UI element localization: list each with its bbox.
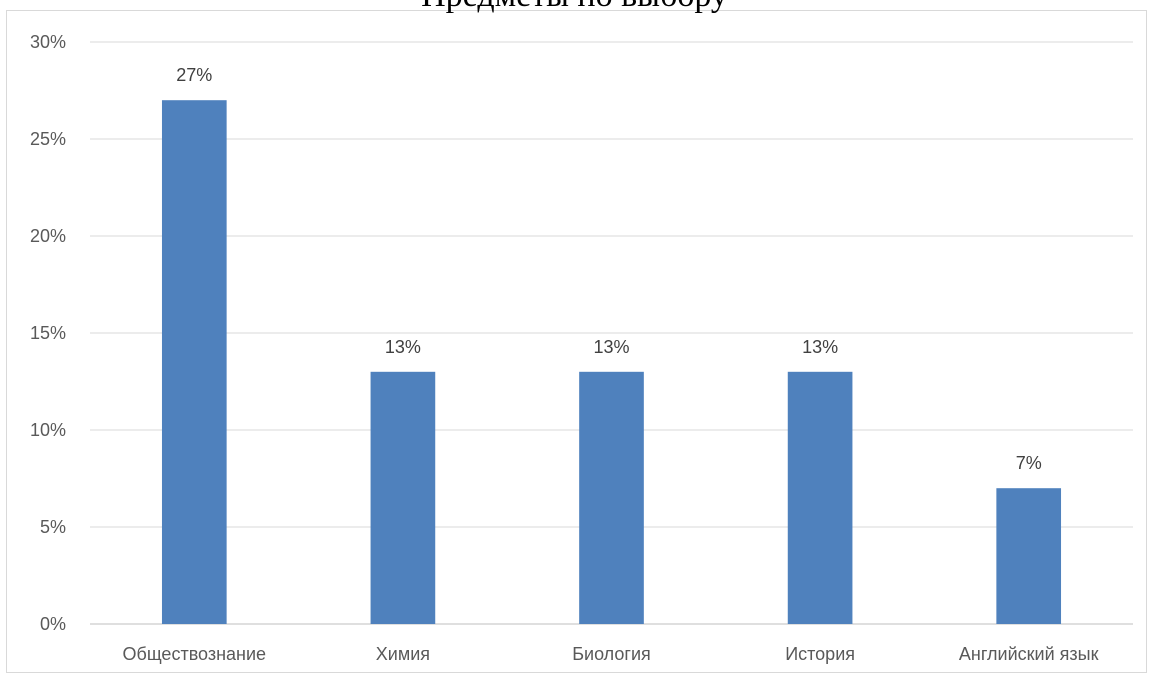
bars <box>161 100 1062 624</box>
y-tick-label: 10% <box>30 420 66 440</box>
y-tick-label: 30% <box>30 32 66 52</box>
y-tick-label: 5% <box>40 517 66 537</box>
bar <box>996 488 1062 624</box>
y-tick-label: 15% <box>30 323 66 343</box>
x-tick-label: Английский язык <box>959 644 1099 664</box>
bar <box>787 371 853 624</box>
x-tick-label: Биология <box>572 644 651 664</box>
y-tick-label: 25% <box>30 129 66 149</box>
x-tick-label: Обществознание <box>123 644 267 664</box>
data-label: 27% <box>176 65 212 85</box>
labels: 27% Обществознание 13% Химия 13% Биология 13% И… <box>123 65 1099 664</box>
data-label: 13% <box>802 337 838 357</box>
bar <box>161 100 227 624</box>
bar <box>370 371 436 624</box>
y-tick-label: 0% <box>40 614 66 634</box>
x-tick-label: Химия <box>376 644 430 664</box>
data-label: 7% <box>1016 453 1042 473</box>
bar <box>579 371 644 624</box>
data-label: 13% <box>385 337 421 357</box>
y-tick-label: 20% <box>30 226 66 246</box>
data-label: 13% <box>593 337 629 357</box>
x-tick-label: История <box>785 644 855 664</box>
chart-title: Предметы по выбору <box>0 0 1149 16</box>
